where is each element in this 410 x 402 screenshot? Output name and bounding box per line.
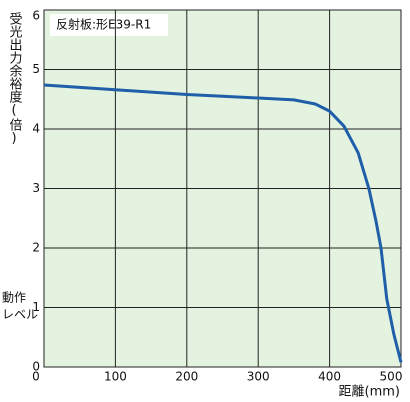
y-axis-label: 受光出力余裕度(倍) xyxy=(7,12,23,146)
y-tick-label: 3 xyxy=(32,181,40,195)
y-tick-label: 1 xyxy=(32,300,40,314)
x-tick-label: 100 xyxy=(104,370,127,384)
x-axis-label: 距離(mm) xyxy=(339,385,400,400)
x-tick-label: 0 xyxy=(32,370,40,384)
y-tick-label: 2 xyxy=(32,241,40,255)
x-tick-label: 400 xyxy=(318,370,341,384)
y-tick-label: 4 xyxy=(32,122,40,136)
annotation-box xyxy=(50,14,168,36)
x-tick-label: 300 xyxy=(247,370,270,384)
y-tick-label: 0 xyxy=(32,360,40,374)
data-line xyxy=(43,83,403,363)
y-tick-label: 5 xyxy=(32,62,40,76)
x-tick-label: 200 xyxy=(175,370,198,384)
annotation: 反射板:形E39-R1 xyxy=(56,17,151,32)
x-tick-label: 500 xyxy=(380,370,403,384)
level-label: 動作 xyxy=(2,291,26,305)
level-label: レベル xyxy=(2,308,38,322)
y-tick-label: 6 xyxy=(32,9,40,23)
